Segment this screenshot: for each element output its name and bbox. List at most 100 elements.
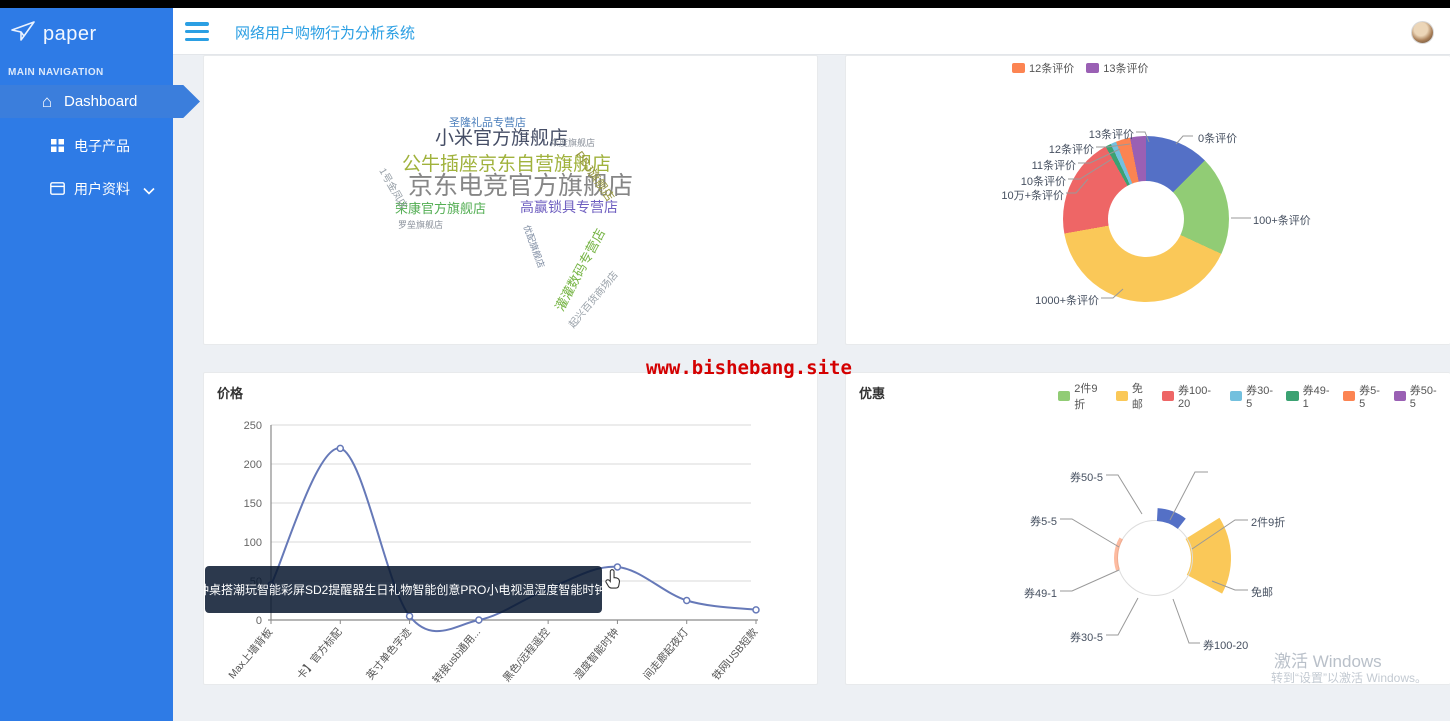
wordcloud-word: 圣隆礼品专营店	[449, 117, 526, 129]
chart-title: 价格	[217, 386, 244, 401]
legend-swatch	[1286, 391, 1299, 401]
legend-swatch	[1161, 391, 1174, 401]
sidebar-item-label: Dashboard	[64, 93, 138, 110]
legend-swatch	[1058, 391, 1071, 401]
legend-label: 券49-1	[1302, 385, 1330, 410]
svg-text:200: 200	[244, 459, 262, 471]
legend-label: 券50-5	[1409, 385, 1437, 410]
legend-item[interactable]: 券5-5	[1342, 382, 1385, 410]
svg-text:间走廊起夜灯: 间走廊起夜灯	[641, 625, 692, 682]
rose-label: 券5-5	[1030, 516, 1057, 528]
activate-windows-text: 激活 Windows	[1274, 652, 1382, 671]
chart-tooltip: 钟桌搭潮玩智能彩屏SD2提醒器生日礼物智能创意PRO小电视温湿度智能时钟：68	[205, 566, 602, 613]
legend-label: 券5-5	[1359, 385, 1380, 410]
legend-item[interactable]: 券30-5	[1229, 382, 1278, 410]
svg-text:黑色/远程遥控: 黑色/远程遥控	[500, 625, 553, 684]
tooltip-text: 钟桌搭潮玩智能彩屏SD2提醒器生日礼物智能创意PRO小电视温湿度智能时钟：68	[205, 583, 602, 597]
chart-title: 优惠	[859, 386, 886, 401]
wordcloud-word: 众度旗舰店	[550, 138, 596, 148]
svg-text:100: 100	[244, 537, 262, 549]
panel-coupon-rose: 优惠 2件9折 免邮 券100-20 券30-5 券49-1 券5-5 券50-5 券50-…	[845, 372, 1450, 685]
svg-text:湿度智能时钟: 湿度智能时钟	[571, 626, 621, 683]
sidebar-item-label: 用户资料	[74, 180, 130, 197]
legend-item[interactable]: 券49-1	[1286, 382, 1334, 410]
sidebar-item-user-profile[interactable]: 用户资料	[0, 172, 173, 205]
wordcloud-word: 罗垒旗舰店	[398, 220, 444, 230]
svg-text:转接usb通用...: 转接usb通用...	[430, 626, 483, 684]
price-line-chart[interactable]: 050100150200250Max上墙背板卡】官方标配英寸单色字迹转接usb通…	[204, 373, 817, 684]
legend-label: 13条评价	[1103, 63, 1149, 75]
activate-windows-subtext: 转到“设置”以激活 Windows。	[1271, 671, 1428, 685]
legend-label: 2件9折	[1074, 383, 1098, 411]
home-icon: ⌂	[41, 92, 53, 111]
wordcloud-word: 公牛插座京东自营旗舰店	[402, 154, 612, 175]
donut-label: 13条评价	[1088, 129, 1134, 141]
shop-wordcloud-chart[interactable]: 圣隆礼品专营店 小米官方旗舰店 众度旗舰店公牛插座京东自营旗舰店 京东电竞官方旗舰店荣…	[204, 56, 819, 346]
rose-label: 券30-5	[1069, 632, 1103, 644]
legend-item[interactable]: 免邮	[1115, 380, 1153, 412]
legend-swatch	[1342, 391, 1356, 401]
svg-text:250: 250	[244, 420, 262, 432]
wordcloud-word: 高赢锁具专营店	[520, 199, 618, 215]
header: 网络用户购物行为分析系统	[173, 8, 1450, 55]
legend-label: 券100-20	[1177, 385, 1212, 410]
wordcloud-word: 小米官方旗舰店	[435, 128, 569, 149]
legend-label: 免邮	[1131, 383, 1143, 411]
grid-icon	[48, 139, 66, 152]
legend-swatch	[1012, 63, 1025, 73]
wordcloud-word: 京东电竞官方旗舰店	[408, 172, 634, 200]
wordcloud-word: 荣康官方旗舰店	[395, 201, 487, 216]
donut-label: 10条评价	[1020, 176, 1066, 188]
donut-leader-lines	[1066, 131, 1251, 299]
paper-plane-icon	[10, 20, 36, 49]
logo-text: paper	[43, 23, 97, 45]
legend-label: 12条评价	[1029, 63, 1075, 75]
app-logo[interactable]: paper	[0, 8, 173, 59]
donut-label: 10万+条评价	[1001, 190, 1064, 202]
legend-item[interactable]: 券50-5	[1393, 382, 1442, 410]
legend-item[interactable]: 13条评价	[1086, 60, 1149, 76]
sidebar-item-label: 电子产品	[74, 137, 130, 154]
rose-label: 券49-1	[1023, 588, 1057, 600]
legend-label: 券30-5	[1246, 385, 1273, 410]
sidebar: paper MAIN NAVIGATION ⌂ Dashboard 电子产品 用…	[0, 8, 173, 721]
donut-label: 1000+条评价	[1035, 295, 1099, 307]
legend-swatch	[1393, 391, 1406, 401]
legend-item[interactable]: 券100-20	[1161, 382, 1221, 410]
svg-text:铁网USB短款: 铁网USB短款	[709, 625, 760, 682]
chevron-down-icon	[143, 182, 155, 198]
legend-swatch	[1086, 63, 1100, 73]
coupon-rose-chart[interactable]	[846, 373, 1449, 684]
rose-label: 券100-20	[1203, 640, 1249, 652]
legend-swatch	[1115, 391, 1128, 401]
svg-text:英寸单色字迹: 英寸单色字迹	[363, 625, 414, 682]
legend-item[interactable]: 2件9折	[1058, 380, 1107, 412]
rose-label: 券50-5	[1069, 472, 1103, 484]
active-item-arrow	[173, 85, 200, 118]
rose-label: 2件9折	[1251, 517, 1286, 529]
donut-label: 100+条评价	[1253, 215, 1311, 227]
panel-review-donut: 12条评价 13条评价 13条评价 12条评价 11条评价 10条评价 10万+条评价 0条…	[845, 55, 1450, 345]
hamburger-menu-icon[interactable]	[185, 22, 209, 41]
donut-label: 12条评价	[1048, 144, 1094, 156]
wordcloud-word: 优配旗舰店	[521, 223, 547, 270]
user-avatar[interactable]	[1411, 21, 1434, 44]
page-title: 网络用户购物行为分析系统	[235, 25, 416, 42]
panel-price-line: 价格 050100150200250Max上墙背板卡】官方标配英寸单色字迹转接u…	[203, 372, 818, 685]
svg-text:150: 150	[244, 498, 262, 510]
donut-label: 0条评价	[1198, 133, 1238, 145]
nav-section-label: MAIN NAVIGATION	[8, 67, 104, 78]
donut-legend: 12条评价 13条评价	[1012, 60, 1161, 76]
panel-shop-wordcloud: 圣隆礼品专营店 小米官方旗舰店 众度旗舰店公牛插座京东自营旗舰店 京东电竞官方旗舰店荣…	[203, 55, 818, 345]
top-black-bar	[0, 0, 1450, 8]
hand-cursor-icon	[605, 569, 622, 594]
donut-label: 11条评价	[1031, 160, 1076, 172]
site-watermark: www.bishebang.site	[646, 357, 852, 379]
sidebar-item-dashboard[interactable]: ⌂ Dashboard	[0, 85, 173, 118]
legend-item[interactable]: 12条评价	[1012, 60, 1074, 76]
rose-label: 免邮	[1251, 587, 1273, 599]
review-donut-chart[interactable]	[1063, 136, 1229, 302]
sidebar-item-products[interactable]: 电子产品	[0, 129, 173, 162]
svg-text:0: 0	[256, 615, 262, 627]
